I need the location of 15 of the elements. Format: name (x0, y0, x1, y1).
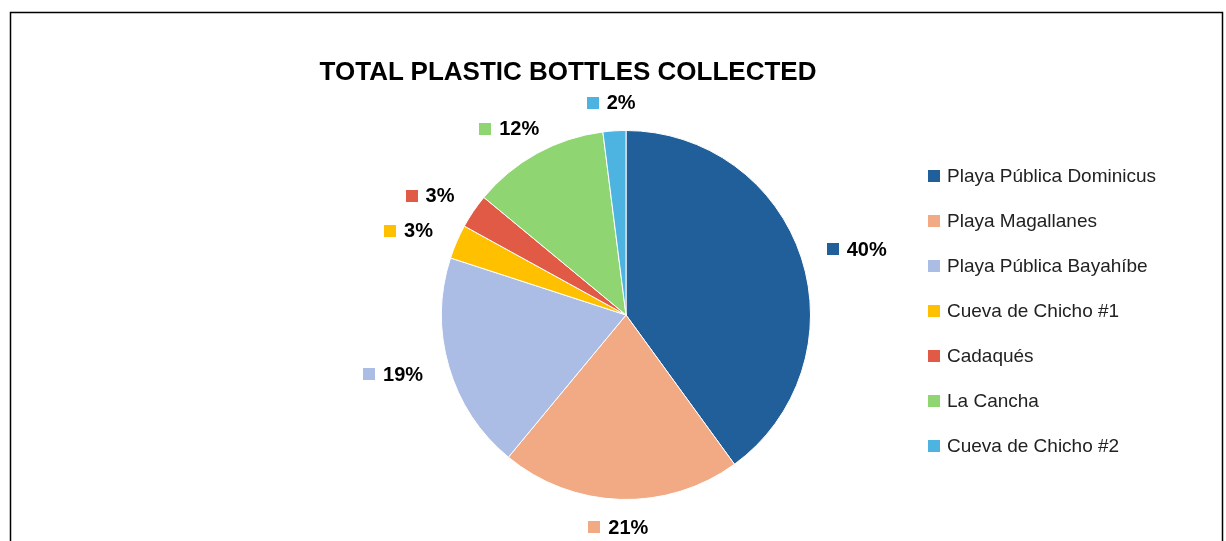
legend-label: Playa Pública Dominicus (947, 165, 1157, 187)
data-label: 2% (606, 91, 636, 114)
data-label: 3% (425, 184, 455, 207)
legend-label: Cueva de Chicho #1 (947, 300, 1120, 322)
data-label: 19% (383, 362, 424, 385)
data-label: 21% (608, 515, 649, 538)
legend-label: Cueva de Chicho #2 (947, 435, 1120, 457)
data-label: 3% (404, 219, 434, 242)
legend-label: Playa Pública Bayahíbe (947, 255, 1148, 277)
chart-title: TOTAL PLASTIC BOTTLES COLLECTED (319, 56, 817, 87)
legend-label: Cadaqués (947, 345, 1034, 367)
legend-label: Playa Magallanes (947, 210, 1097, 232)
data-label: 40% (846, 237, 887, 260)
legend-label: La Cancha (947, 390, 1040, 412)
data-label: 12% (499, 117, 540, 140)
